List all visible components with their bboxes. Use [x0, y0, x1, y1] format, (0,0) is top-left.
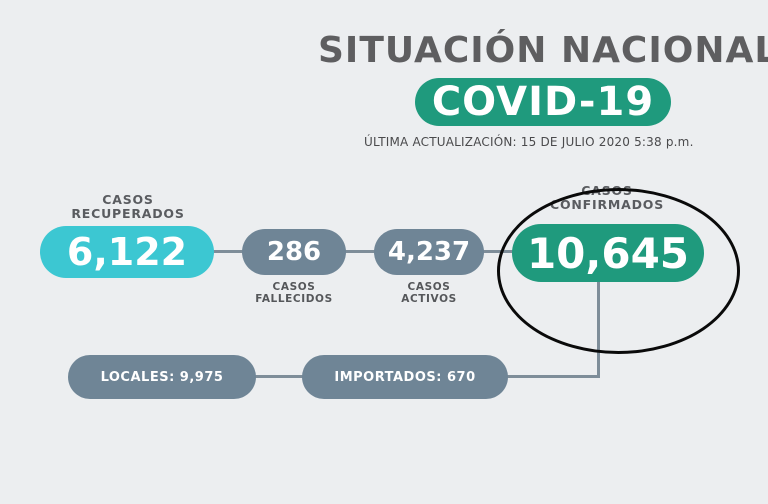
deaths-label-line1: CASOS — [272, 281, 316, 293]
deaths-label: CASOS FALLECIDOS — [244, 281, 344, 305]
active-label-line1: CASOS — [407, 281, 451, 293]
connector-active-confirmed — [480, 250, 516, 253]
last-updated: ÚLTIMA ACTUALIZACIÓN: 15 DE JULIO 2020 5… — [364, 135, 694, 149]
highlight-circle — [497, 188, 740, 354]
connector-recovered-deaths — [210, 250, 246, 253]
recovered-value-pill: 6,122 — [40, 226, 214, 278]
active-label-line2: ACTIVOS — [401, 293, 457, 305]
deaths-value-pill: 286 — [242, 229, 346, 275]
recovered-label-line1: CASOS — [102, 192, 154, 207]
local-cases-pill: LOCALES: 9,975 — [68, 355, 256, 399]
imported-cases-pill: IMPORTADOS: 670 — [302, 355, 508, 399]
covid-badge: COVID-19 — [415, 78, 671, 126]
deaths-label-line2: FALLECIDOS — [255, 293, 333, 305]
active-label: CASOS ACTIVOS — [379, 281, 479, 305]
active-value-pill: 4,237 — [374, 229, 484, 275]
connector-deaths-active — [342, 250, 378, 253]
recovered-label: CASOS RECUPERADOS — [58, 193, 198, 221]
page-title: SITUACIÓN NACIONAL — [318, 30, 768, 71]
recovered-label-line2: RECUPERADOS — [71, 206, 185, 221]
